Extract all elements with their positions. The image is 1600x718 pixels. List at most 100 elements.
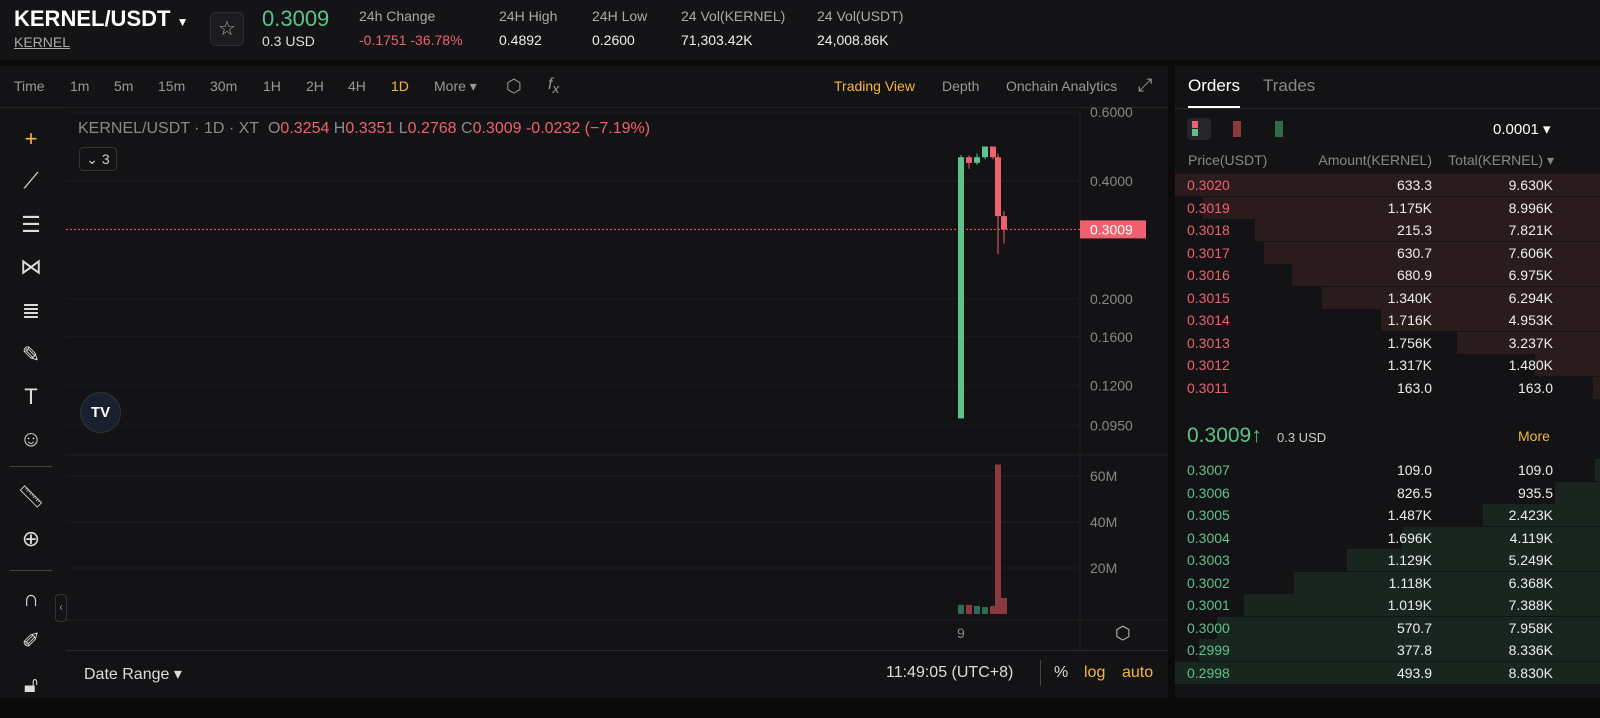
symbol-selector[interactable]: KERNEL/USDT ▼ xyxy=(14,6,188,32)
interval-5m[interactable]: 5m xyxy=(114,78,134,94)
price: 0.3019 xyxy=(1187,199,1230,216)
amount: 570.7 xyxy=(1396,619,1432,636)
depth-bar xyxy=(1534,354,1600,376)
asks-row[interactable]: 0.3019 1.175K 8.996K xyxy=(1175,196,1600,219)
interval-4h[interactable]: 4H xyxy=(348,78,366,94)
precision-select[interactable]: 0.0001 ▾ xyxy=(1493,121,1551,138)
lock-drawing-icon[interactable]: ✐ xyxy=(21,628,41,653)
total: 4.119K xyxy=(1509,529,1553,546)
collapse-toolbar-button[interactable]: ‹ xyxy=(55,594,67,622)
date-range-button[interactable]: Date Range ▾ xyxy=(84,666,182,683)
price: 0.3005 xyxy=(1187,507,1230,523)
amount: 633.3 xyxy=(1396,177,1432,193)
interval-1h[interactable]: 1H xyxy=(263,78,281,94)
bids-row[interactable]: 0.3002 1.118K 6.368K xyxy=(1175,571,1600,594)
drawing-toolbar: + ⟋ ☰ ⋈ ≣ ✎ T ☺ 📏︎ ⊕ ∩ ✐ 🔓︎ ‹ xyxy=(0,108,67,698)
price-tick: 0.2000 xyxy=(1090,291,1133,307)
lock-icon[interactable]: 🔓︎ xyxy=(23,672,39,697)
crosshair-icon[interactable]: + xyxy=(24,126,38,151)
magnet-icon[interactable]: ∩ xyxy=(23,586,39,611)
amount: 1.340K xyxy=(1387,289,1432,306)
bids-row[interactable]: 0.2998 493.9 8.830K xyxy=(1175,661,1600,684)
text-icon[interactable]: T xyxy=(24,384,38,409)
settings-hex-icon[interactable]: ⬡ xyxy=(506,76,522,96)
interval-more[interactable]: More ▾ xyxy=(434,78,477,94)
view-asks-icon[interactable] xyxy=(1233,121,1241,137)
chart-settings-icon[interactable]: ⬡ xyxy=(1115,623,1131,643)
candle-body xyxy=(1001,216,1007,230)
asks-row[interactable]: 0.3015 1.340K 6.294K xyxy=(1175,286,1600,309)
price: 0.3016 xyxy=(1187,267,1230,283)
more-link[interactable]: More xyxy=(1518,428,1550,444)
candle-body xyxy=(958,157,964,419)
tab-orders[interactable]: Orders xyxy=(1188,76,1240,95)
bids-row[interactable]: 0.3004 1.696K 4.119K xyxy=(1175,526,1600,549)
favorite-star-icon[interactable]: ☆ xyxy=(210,12,244,46)
chart-toolbar xyxy=(0,66,1168,108)
asks-row[interactable]: 0.3013 1.756K 3.237K xyxy=(1175,331,1600,354)
asks-row[interactable]: 0.3020 633.3 9.630K xyxy=(1175,174,1600,196)
total: 7.388K xyxy=(1508,597,1553,613)
horizontal-lines-icon[interactable]: ☰ xyxy=(21,212,41,237)
depth-bar xyxy=(1592,376,1600,399)
price: 0.2999 xyxy=(1187,642,1230,658)
interval-2h[interactable]: 2H xyxy=(306,78,324,94)
tab-trades[interactable]: Trades xyxy=(1263,76,1316,95)
candle-body xyxy=(995,157,1001,217)
candle-body xyxy=(974,157,980,163)
price-chart[interactable]: 0.6000 0.4000 0.2000 0.1600 0.1200 0.0950 0.30… xyxy=(0,0,1168,700)
fib-icon[interactable]: ≣ xyxy=(21,298,41,323)
col-total[interactable]: Total(KERNEL) ▾ xyxy=(1448,152,1554,168)
view-depth[interactable]: Depth xyxy=(942,78,980,94)
amount: 215.3 xyxy=(1396,222,1432,238)
fullscreen-icon[interactable]: ⤢ xyxy=(1138,75,1153,95)
view-both-icon[interactable] xyxy=(1187,118,1211,140)
bids-row[interactable]: 0.3007 109.0 109.0 xyxy=(1175,459,1600,481)
emoji-icon[interactable]: ☺ xyxy=(19,426,43,451)
asks-row[interactable]: 0.3017 630.7 7.606K xyxy=(1175,241,1600,264)
legend-open: 0.3254 xyxy=(280,120,330,137)
volume-bar xyxy=(995,464,1001,614)
legend-title: KERNEL/USDT · 1D · XT xyxy=(78,120,260,137)
bids-row[interactable]: 0.3000 570.7 7.958K xyxy=(1175,616,1600,639)
depth-bar xyxy=(1216,616,1600,639)
price: 0.3018 xyxy=(1187,222,1230,238)
base-asset-link[interactable]: KERNEL xyxy=(14,34,71,50)
trend-line-icon[interactable]: ⟋ xyxy=(23,168,39,193)
bids-row[interactable]: 0.3005 1.487K 2.423K xyxy=(1175,504,1600,526)
bids-row[interactable]: 0.2999 377.8 8.336K xyxy=(1175,639,1600,661)
view-onchain-analytics[interactable]: Onchain Analytics xyxy=(1006,78,1118,94)
bids-row[interactable]: 0.3006 826.5 935.5 xyxy=(1175,481,1600,504)
indicator-fx-icon[interactable]: fx xyxy=(548,76,560,97)
view-trading-view[interactable]: Trading View xyxy=(834,78,915,94)
asks-row[interactable]: 0.3018 215.3 7.821K xyxy=(1175,219,1600,241)
zoom-in-icon[interactable]: ⊕ xyxy=(21,526,41,551)
asks-row[interactable]: 0.3016 680.9 6.975K xyxy=(1175,264,1600,286)
total: 8.830K xyxy=(1508,664,1553,681)
log-toggle[interactable]: log xyxy=(1084,664,1106,681)
asks-row[interactable]: 0.3014 1.716K 4.953K xyxy=(1175,309,1600,331)
percent-toggle[interactable]: % xyxy=(1054,664,1069,681)
interval-30m[interactable]: 30m xyxy=(210,78,238,94)
interval-1d[interactable]: 1D xyxy=(391,78,409,94)
ruler-icon[interactable]: 📏︎ xyxy=(17,484,45,509)
interval-15m[interactable]: 15m xyxy=(158,78,186,94)
auto-toggle[interactable]: auto xyxy=(1122,664,1154,681)
price: 0.3002 xyxy=(1187,574,1230,591)
depth-bar xyxy=(1202,196,1600,219)
brush-icon[interactable]: ✎ xyxy=(21,342,41,367)
bids-row[interactable]: 0.3003 1.129K 5.249K xyxy=(1175,549,1600,571)
view-bids-icon[interactable] xyxy=(1275,121,1283,137)
bids-row[interactable]: 0.3001 1.019K 7.388K xyxy=(1175,594,1600,616)
volume-bar xyxy=(990,605,996,614)
interval-1m[interactable]: 1m xyxy=(70,78,90,94)
asks-row[interactable]: 0.3012 1.317K 1.480K xyxy=(1175,354,1600,376)
indicator-toggle[interactable]: ⌄ 3 xyxy=(79,147,117,171)
col-price: Price(USDT) xyxy=(1188,152,1268,168)
asks-row[interactable]: 0.3011 163.0 163.0 xyxy=(1175,376,1600,399)
interval-time[interactable]: Time xyxy=(14,78,45,94)
stat-value: 0.4892 xyxy=(499,32,542,48)
stat-label: 24 Vol(KERNEL) xyxy=(681,8,786,24)
pattern-icon[interactable]: ⋈ xyxy=(20,254,42,279)
depth-bar xyxy=(1457,331,1600,354)
